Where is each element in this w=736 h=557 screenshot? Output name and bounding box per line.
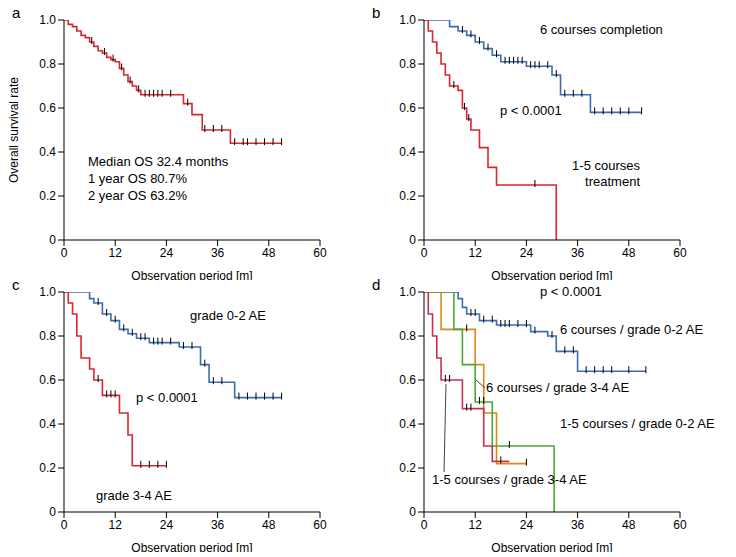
- html-text:1-5 courses / grade 3-4 AE: 1-5 courses / grade 3-4 AE: [432, 472, 587, 487]
- svg-text:24: 24: [160, 246, 174, 260]
- svg-text:48: 48: [622, 518, 636, 532]
- svg-text:0.8: 0.8: [399, 57, 416, 71]
- svg-text:Observation period [m]: Observation period [m]: [491, 541, 612, 552]
- html-text:p < 0.0001: p < 0.0001: [136, 390, 198, 405]
- svg-text:0.6: 0.6: [39, 373, 56, 387]
- svg-text:0: 0: [409, 505, 416, 519]
- svg-text:0: 0: [409, 233, 416, 247]
- svg-text:12: 12: [469, 246, 483, 260]
- svg-text:0.4: 0.4: [399, 417, 416, 431]
- svg-text:0.2: 0.2: [399, 461, 416, 475]
- html-text:6 courses / grade 0-2 AE: 6 courses / grade 0-2 AE: [560, 322, 704, 337]
- svg-text:0.4: 0.4: [39, 417, 56, 431]
- svg-text:Observation period [m]: Observation period [m]: [491, 269, 612, 280]
- svg-text:0: 0: [61, 246, 68, 260]
- html-text:6 courses / grade 3-4 AE: 6 courses / grade 3-4 AE: [486, 380, 630, 395]
- html-text:b: b: [372, 4, 381, 21]
- svg-text:12: 12: [109, 246, 123, 260]
- svg-text:24: 24: [160, 518, 174, 532]
- svg-text:0: 0: [421, 246, 428, 260]
- svg-text:12: 12: [469, 518, 483, 532]
- svg-text:0.6: 0.6: [39, 101, 56, 115]
- svg-text:36: 36: [571, 518, 585, 532]
- svg-text:60: 60: [673, 246, 687, 260]
- svg-text:60: 60: [673, 518, 687, 532]
- svg-text:48: 48: [262, 246, 276, 260]
- svg-text:36: 36: [211, 246, 225, 260]
- html-text:Median OS 32.4 months: Median OS 32.4 months: [88, 154, 229, 169]
- svg-text:0.2: 0.2: [39, 189, 56, 203]
- svg-text:36: 36: [571, 246, 585, 260]
- svg-text:0.8: 0.8: [39, 329, 56, 343]
- html-text:c: c: [12, 276, 20, 293]
- html-text:2 year OS 63.2%: 2 year OS 63.2%: [88, 188, 187, 203]
- svg-text:0: 0: [49, 505, 56, 519]
- svg-text:1.0: 1.0: [39, 13, 56, 27]
- svg-text:0.8: 0.8: [399, 329, 416, 343]
- html-text:grade 0-2 AE: grade 0-2 AE: [190, 308, 266, 323]
- svg-text:12: 12: [109, 518, 123, 532]
- svg-text:0: 0: [49, 233, 56, 247]
- html-text:p < 0.0001: p < 0.0001: [500, 103, 562, 118]
- svg-text:24: 24: [520, 518, 534, 532]
- svg-text:Overall survival rate: Overall survival rate: [8, 77, 21, 183]
- svg-text:48: 48: [262, 518, 276, 532]
- svg-text:1.0: 1.0: [39, 285, 56, 299]
- svg-text:60: 60: [313, 246, 327, 260]
- svg-text:0.6: 0.6: [399, 373, 416, 387]
- svg-text:0.2: 0.2: [399, 189, 416, 203]
- html-text:6 courses completion: 6 courses completion: [540, 22, 663, 37]
- html-text:a: a: [12, 4, 21, 21]
- svg-text:24: 24: [520, 246, 534, 260]
- svg-text:Observation period [m]: Observation period [m]: [131, 269, 252, 280]
- svg-text:0: 0: [421, 518, 428, 532]
- svg-text:1.0: 1.0: [399, 13, 416, 27]
- svg-text:0.4: 0.4: [399, 145, 416, 159]
- html-text:grade 3-4 AE: grade 3-4 AE: [96, 488, 172, 503]
- svg-text:1.0: 1.0: [399, 285, 416, 299]
- html-text:p < 0.0001: p < 0.0001: [540, 284, 602, 299]
- html-text:1-5 courses treatment: 1-5 courses treatment: [572, 158, 640, 189]
- svg-text:60: 60: [313, 518, 327, 532]
- svg-text:0.2: 0.2: [39, 461, 56, 475]
- svg-text:0.6: 0.6: [399, 101, 416, 115]
- svg-text:0: 0: [61, 518, 68, 532]
- html-text:1 year OS 80.7%: 1 year OS 80.7%: [88, 171, 187, 186]
- html-text:1-5 courses / grade 0-2 AE: 1-5 courses / grade 0-2 AE: [560, 416, 715, 431]
- svg-text:0.4: 0.4: [39, 145, 56, 159]
- svg-text:36: 36: [211, 518, 225, 532]
- svg-text:Observation period [m]: Observation period [m]: [131, 541, 252, 552]
- svg-text:48: 48: [622, 246, 636, 260]
- svg-text:0.8: 0.8: [39, 57, 56, 71]
- html-text:d: d: [372, 276, 381, 293]
